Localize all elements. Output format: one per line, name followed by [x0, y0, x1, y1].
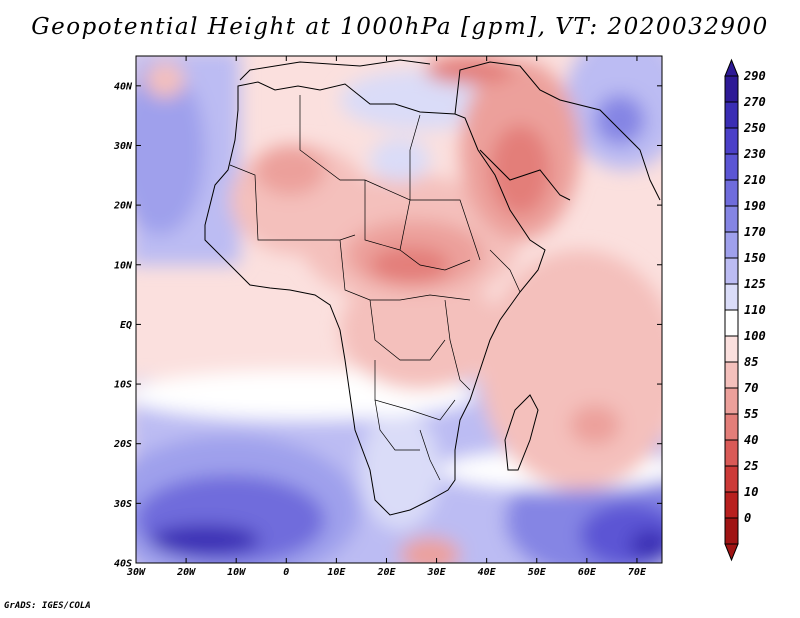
colorbar-swatch — [724, 283, 739, 311]
credit-text: GrADS: IGES/COLA — [4, 601, 91, 611]
colorbar-label: 230 — [743, 147, 766, 161]
colorbar-swatch — [724, 361, 739, 389]
colorbar-label: 250 — [743, 121, 766, 135]
colorbar-label: 85 — [744, 355, 758, 369]
colorbar-label: 10 — [744, 485, 758, 499]
colorbar-swatch — [724, 387, 739, 415]
colorbar-swatch — [724, 205, 739, 233]
colorbar-top-arrow — [724, 58, 739, 77]
lat-label: 20S — [113, 439, 132, 450]
colorbar-label: 70 — [744, 381, 758, 395]
lat-label: 40S — [114, 559, 132, 570]
colorbar-label: 150 — [744, 251, 766, 265]
colorbar-label: 210 — [743, 173, 766, 187]
latitude-labels: 40N 30N 20N 10N EQ 10S 20S 30S 40S — [113, 81, 133, 569]
country-borders — [229, 95, 521, 481]
colorbar-swatch — [724, 257, 739, 285]
lon-label: 10E — [327, 567, 346, 578]
lon-label: 70E — [628, 567, 647, 578]
lat-label: 20N — [113, 201, 133, 212]
colorbar-label: 25 — [743, 459, 758, 473]
lat-label: EQ — [120, 320, 132, 331]
colorbar-swatch — [724, 465, 739, 493]
colorbar-label: 40 — [744, 433, 758, 447]
colorbar-swatch — [724, 179, 739, 207]
colorbar-swatch — [724, 127, 739, 155]
colorbar-label: 170 — [744, 225, 766, 239]
lat-label: 10N — [114, 260, 133, 271]
colorbar-swatch — [724, 335, 739, 363]
colorbar-swatch — [724, 517, 739, 545]
colorbar-label: 110 — [744, 303, 766, 317]
colorbar-label: 270 — [743, 95, 766, 109]
map-frame — [135, 55, 663, 564]
colorbar-swatch — [724, 439, 739, 467]
longitude-labels: 30W 20W 10W 0 10E 20E 30E 40E 50E 60E 70E — [126, 567, 647, 578]
lon-label: 20W — [176, 567, 196, 578]
axis-ticks — [135, 56, 662, 564]
lon-label: 10W — [227, 567, 246, 578]
colorbar-swatch — [724, 101, 739, 129]
lon-label: 20E — [376, 567, 396, 578]
chart-title: Geopotential Height at 1000hPa [gpm], VT… — [31, 14, 769, 40]
height-field — [136, 56, 662, 563]
colorbar-label: 55 — [744, 407, 758, 421]
lon-label: 30W — [126, 567, 146, 578]
colorbar-swatch — [724, 309, 739, 337]
colorbar-label: 0 — [744, 511, 751, 525]
colorbar-swatch — [724, 75, 739, 103]
lon-label: 0 — [283, 567, 289, 578]
colorbar-swatch — [724, 231, 739, 259]
colorbar-swatch — [724, 491, 739, 519]
lon-label: 30E — [427, 567, 447, 578]
lon-label: 40E — [478, 567, 497, 578]
colorbar-swatch — [724, 153, 739, 181]
colorbar: 2902702502302101901701501251101008570554… — [724, 58, 766, 562]
lat-label: 30N — [113, 141, 133, 152]
lon-label: 50E — [528, 567, 547, 578]
lon-label: 60E — [578, 567, 597, 578]
colorbar-label: 100 — [744, 329, 766, 343]
colorbar-bottom-arrow — [724, 543, 739, 562]
lat-label: 40N — [114, 81, 133, 92]
lat-label: 30S — [113, 499, 132, 510]
lat-label: 10S — [114, 380, 132, 391]
coastlines — [204, 59, 661, 516]
colorbar-swatch — [724, 413, 739, 441]
colorbar-label: 190 — [744, 199, 766, 213]
colorbar-label: 290 — [743, 69, 766, 83]
colorbar-label: 125 — [744, 277, 766, 291]
